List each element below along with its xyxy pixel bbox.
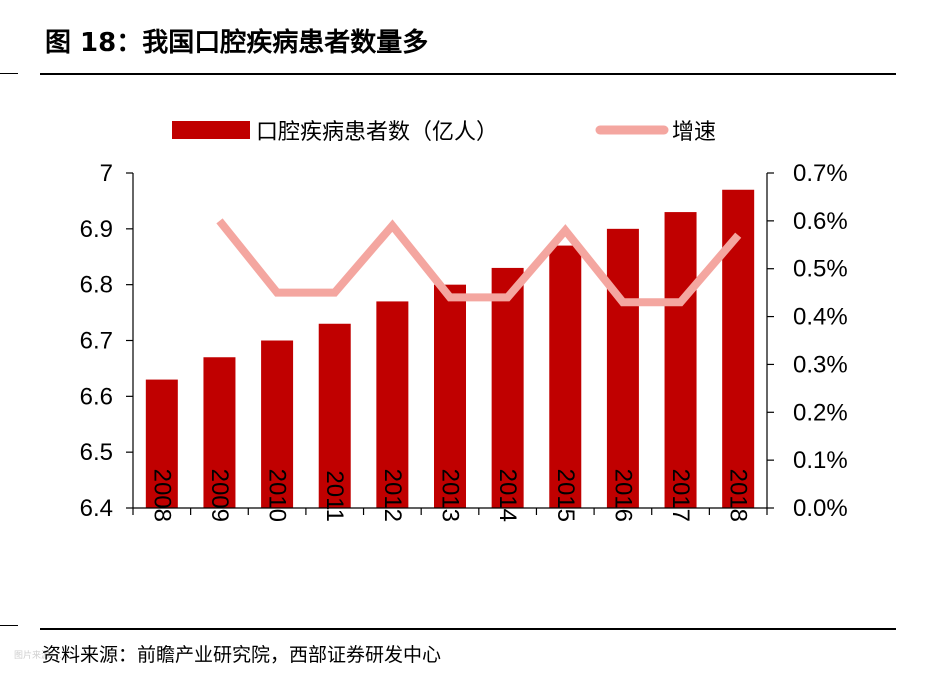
legend-swatch-bar: [172, 121, 250, 139]
bar-2014: [491, 267, 524, 508]
bar-2012: [376, 301, 409, 508]
x-tick-label: 2010: [264, 469, 291, 522]
right-tick-label: 0.3%: [793, 351, 848, 378]
legend-label-line: 增速: [672, 120, 716, 145]
x-tick-label: 2016: [609, 469, 636, 522]
x-tick-label: 2008: [148, 469, 175, 522]
side-mark-bottom: [0, 625, 18, 626]
figure-title: 图 18：我国口腔疾病患者数量多: [45, 28, 429, 58]
source-note: 资料来源：前瞻产业研究院，西部证券研发中心: [42, 644, 442, 666]
x-tick-label: 2012: [379, 469, 406, 522]
left-tick-label: 6.7: [80, 328, 113, 355]
x-tick-label: 2009: [206, 469, 233, 522]
right-tick-label: 0.0%: [793, 495, 848, 522]
left-tick-label: 6.8: [80, 272, 113, 299]
right-tick-label: 0.7%: [793, 160, 848, 187]
side-mark-top: [0, 73, 18, 74]
bar-2011: [318, 323, 351, 508]
right-tick-label: 0.2%: [793, 399, 848, 426]
x-tick-label: 2013: [437, 469, 464, 522]
bar-2015: [549, 245, 582, 509]
x-tick-label: 2015: [552, 469, 579, 522]
x-tick-label: 2017: [667, 469, 694, 522]
right-tick-label: 0.4%: [793, 304, 848, 331]
right-tick-label: 0.1%: [793, 447, 848, 474]
x-tick-label: 2014: [494, 469, 521, 522]
right-tick-label: 0.6%: [793, 208, 848, 235]
bar-2010: [261, 340, 294, 508]
left-tick-label: 6.9: [80, 216, 113, 243]
top-rule: [40, 73, 896, 75]
bar-2008: [145, 379, 178, 508]
left-tick-label: 6.4: [80, 495, 113, 522]
growth-line: [216, 218, 742, 307]
watermark: 图片来源：……: [14, 651, 78, 661]
legend: 口腔疾病患者数（亿人） 增速: [172, 120, 716, 145]
x-tick-label: 2018: [725, 469, 752, 522]
right-tick-label: 0.5%: [793, 256, 848, 283]
x-tick-label: 2011: [321, 470, 348, 522]
bar-2013: [434, 284, 466, 508]
bar-2016: [606, 228, 639, 509]
bottom-rule: [40, 628, 896, 630]
left-tick-label: 6.5: [80, 439, 113, 466]
legend-label-bar: 口腔疾病患者数（亿人）: [256, 120, 498, 145]
bar-2017: [664, 212, 697, 509]
bar-2009: [203, 357, 236, 508]
left-tick-label: 7: [100, 160, 113, 187]
left-tick-label: 6.6: [80, 383, 113, 410]
